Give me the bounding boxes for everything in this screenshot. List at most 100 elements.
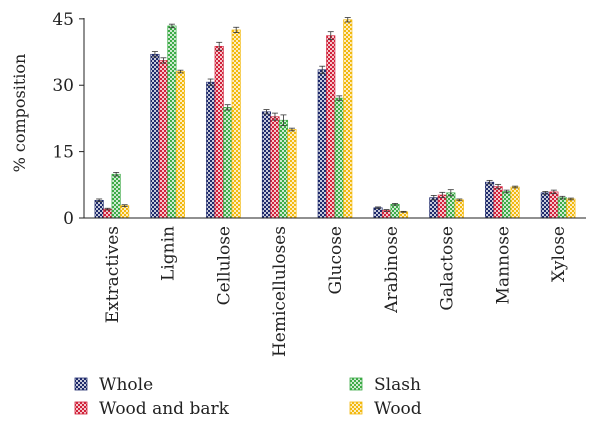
error-bar [336, 95, 343, 101]
bar-wood-mannose [510, 186, 520, 219]
error-bar [168, 23, 175, 29]
x-tick-label: Cellulose [214, 226, 234, 305]
error-bar [96, 198, 103, 203]
error-bar [104, 207, 111, 211]
bar-wood-cellulose [231, 29, 241, 219]
x-tick-label: Arabinose [382, 226, 402, 314]
x-tick-label: Hemicelluloses [270, 226, 290, 357]
error-bar [542, 191, 549, 195]
bar-whole-xylose [540, 192, 550, 219]
error-bar [383, 209, 390, 212]
legend-swatch [74, 401, 88, 415]
error-bar [224, 104, 231, 111]
error-bar [550, 189, 557, 195]
bar-wood-and-bark-cellulose [214, 45, 224, 219]
error-bar [113, 172, 120, 177]
error-bar [121, 204, 128, 207]
legend-swatch [74, 377, 88, 391]
bar-wood-xylose [566, 198, 576, 219]
y-tick-label: 0 [63, 209, 74, 229]
error-bar [439, 191, 446, 199]
error-bar [327, 31, 334, 41]
bar-slash-extractives [111, 173, 121, 219]
error-bar [559, 195, 566, 200]
x-tick-label: Lignin [159, 226, 179, 281]
bar-whole-galactose [429, 197, 439, 219]
bar-wood-lignin [175, 71, 185, 219]
bar-wood-galactose [454, 199, 464, 219]
bar-wood-glucose [343, 19, 353, 219]
error-bar [430, 195, 437, 201]
error-bar [288, 127, 295, 132]
bar-whole-arabinose [373, 207, 383, 219]
x-axis: Extractives Lignin Cellulose Hemicelluloses… [84, 217, 586, 357]
bar-whole-mannose [485, 181, 495, 219]
bar-wood-and-bark-mannose [493, 186, 503, 219]
error-bar [177, 69, 184, 74]
bar-wood-arabinose [398, 211, 409, 219]
bar-whole-glucose [317, 69, 327, 219]
y-tick-label: 15 [52, 143, 74, 163]
legend-swatch [349, 401, 363, 415]
error-bar [400, 210, 407, 213]
y-tick-label: 30 [52, 76, 74, 96]
legend-label: Wood [374, 399, 422, 419]
error-bar [344, 17, 351, 23]
bar-wood-and-bark-lignin [158, 60, 168, 219]
bar-wood-extractives [120, 205, 130, 219]
y-axis: 0 15 30 45 [52, 10, 85, 229]
bar-slash-mannose [502, 191, 512, 219]
y-axis-label: % composition [10, 54, 29, 173]
error-bar [486, 179, 493, 185]
error-bar [216, 41, 223, 51]
error-bar [233, 26, 240, 33]
bar-wood-hemicelluloses [287, 129, 297, 219]
error-bar [567, 197, 574, 201]
error-bar [456, 198, 463, 202]
legend-label: Slash [374, 375, 421, 395]
bar-wood-and-bark-hemicelluloses [270, 116, 280, 219]
bar-slash-hemicelluloses [278, 119, 289, 219]
legend: Whole Wood and bark Slash Wood [74, 375, 422, 419]
x-tick-label: Galactose [438, 226, 458, 311]
error-bar [392, 202, 399, 206]
error-bar [280, 114, 287, 126]
error-bar [375, 206, 382, 210]
legend-swatch [349, 377, 363, 391]
error-bar [207, 78, 214, 86]
legend-item-whole: Whole [74, 375, 153, 395]
error-bar [495, 183, 502, 190]
legend-item-wood-and-bark: Wood and bark [74, 399, 230, 419]
bar-slash-galactose [446, 192, 456, 219]
bar-slash-glucose [334, 97, 344, 219]
x-tick-label: Xylose [549, 226, 569, 282]
x-tick-label: Glucose [326, 226, 346, 295]
error-bar [263, 109, 270, 115]
bar-wood-and-bark-extractives [103, 208, 113, 219]
legend-item-slash: Slash [349, 375, 421, 395]
bar-whole-cellulose [206, 81, 216, 219]
error-bar [319, 65, 326, 74]
legend-label: Whole [99, 375, 153, 395]
y-tick-label: 45 [52, 10, 74, 30]
bar-slash-arabinose [390, 203, 400, 219]
bar-wood-and-bark-xylose [549, 191, 559, 219]
error-bar [151, 51, 158, 58]
bars [94, 17, 576, 219]
bar-slash-lignin [167, 25, 177, 219]
legend-item-wood: Wood [349, 399, 422, 419]
error-bar [160, 57, 167, 64]
error-bar [447, 189, 454, 197]
error-bar [271, 112, 278, 121]
bar-whole-hemicelluloses [261, 111, 272, 219]
error-bar [512, 185, 519, 189]
x-tick-label: Mannose [493, 226, 513, 304]
x-tick-label: Extractives [103, 226, 123, 323]
legend-label: Wood and bark [99, 399, 230, 419]
error-bar [503, 189, 510, 194]
bar-whole-extractives [94, 199, 104, 219]
bar-slash-xylose [557, 197, 567, 219]
bar-slash-cellulose [223, 107, 233, 219]
bar-whole-lignin [150, 53, 160, 219]
